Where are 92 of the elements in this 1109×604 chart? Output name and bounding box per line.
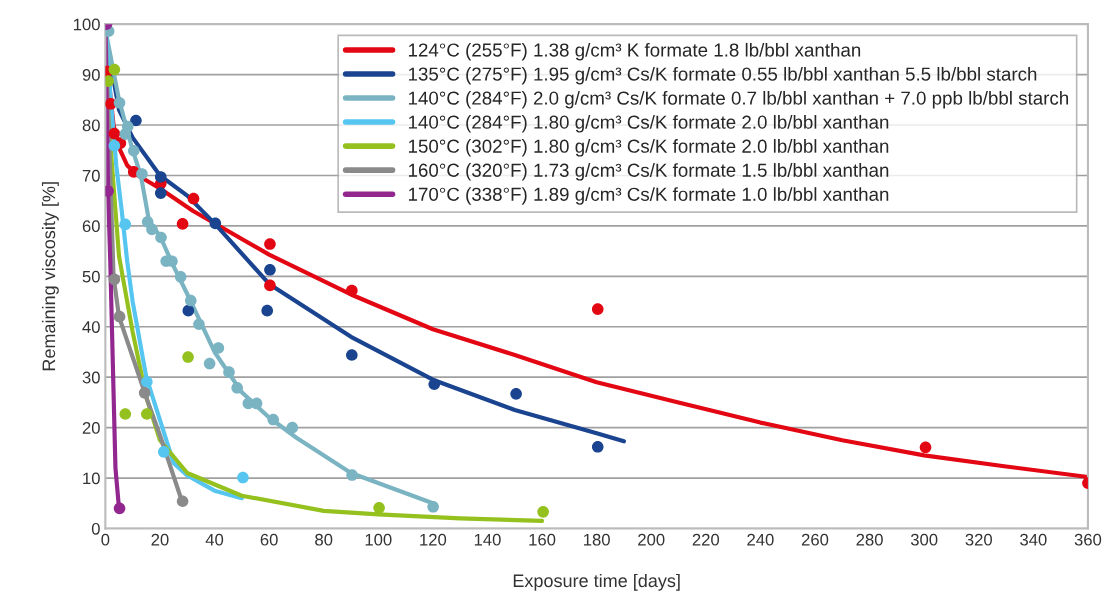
point xyxy=(113,502,126,515)
x-tick-label: 220 xyxy=(692,533,720,546)
legend-label: 150°C (302°F) 1.80 g/cm³ Cs/K formate 2.0 lb/bbl xanthan xyxy=(408,139,889,157)
point xyxy=(113,97,126,109)
legend-label: 135°C (275°F) 1.95 g/cm³ Cs/K formate 0.55 lb/bbl xanthan 5.5 lb/bbl starch xyxy=(408,66,1037,85)
x-tick-label: 0 xyxy=(101,533,110,546)
point xyxy=(174,271,187,283)
point xyxy=(346,349,358,361)
y-tick-label: 100 xyxy=(73,18,100,31)
legend-label: 160°C (320°F) 1.73 g/cm³ Cs/K formate 1.5 lb/bbl xanthan xyxy=(408,163,889,181)
x-tick-label: 20 xyxy=(151,533,169,546)
point xyxy=(237,471,249,484)
x-tick-label: 360 xyxy=(1074,533,1102,546)
point xyxy=(154,171,167,183)
point xyxy=(108,139,121,152)
y-tick-label: 70 xyxy=(82,169,100,182)
point xyxy=(184,294,197,307)
point xyxy=(146,223,158,236)
x-tick-label: 200 xyxy=(638,533,665,546)
x-tick-label: 240 xyxy=(747,533,774,546)
x-tick-label: 120 xyxy=(420,533,447,546)
x-tick-label: 280 xyxy=(856,533,883,546)
x-tick-label: 340 xyxy=(1020,533,1047,546)
x-tick-label: 180 xyxy=(584,533,610,546)
legend-label: 170°C (338°F) 1.89 g/cm³ Cs/K formate 1.0 lb/bbl xanthan xyxy=(408,187,889,205)
y-tick-label: 0 xyxy=(91,522,100,535)
point xyxy=(130,114,142,127)
point xyxy=(182,351,194,363)
point xyxy=(267,413,280,426)
x-tick-label: 60 xyxy=(260,533,278,546)
x-tick-label: 300 xyxy=(910,533,938,546)
y-tick-label: 30 xyxy=(82,371,100,384)
legend-label: 140°C (284°F) 2.0 g/cm³ Cs/K formate 0.7 lb/bbl xanthan + 7.0 ppb lb/bbl starch xyxy=(408,90,1069,109)
point xyxy=(182,304,195,317)
point xyxy=(231,381,243,394)
point xyxy=(119,218,132,231)
point xyxy=(193,318,205,331)
x-tick-label: 160 xyxy=(529,533,556,546)
point xyxy=(591,440,604,453)
point xyxy=(427,501,439,513)
x-tick-label: 140 xyxy=(474,533,501,546)
point xyxy=(919,441,932,454)
point xyxy=(154,187,167,199)
point xyxy=(261,304,274,317)
y-tick-label: 10 xyxy=(83,472,100,485)
y-tick-label: 60 xyxy=(82,220,100,233)
point xyxy=(286,421,299,434)
point xyxy=(157,446,170,458)
point xyxy=(264,279,276,292)
point xyxy=(346,469,358,481)
legend-label: 124°C (255°F) 1.38 g/cm³ K formate 1.8 lb/bbl xanthan xyxy=(408,42,861,61)
point xyxy=(108,273,121,286)
point xyxy=(187,192,200,205)
y-tick-label: 80 xyxy=(82,119,100,132)
point xyxy=(119,408,132,420)
point xyxy=(223,366,235,378)
point xyxy=(373,502,385,514)
point xyxy=(138,387,151,399)
point xyxy=(537,506,549,518)
point xyxy=(264,263,276,276)
point xyxy=(176,218,189,230)
y-axis-title: Remaining viscosity [%] xyxy=(41,182,59,371)
x-tick-label: 100 xyxy=(365,533,392,546)
point xyxy=(141,408,153,420)
x-axis-title: Exposure time [days] xyxy=(513,573,680,591)
point xyxy=(176,495,189,508)
x-tick-label: 40 xyxy=(205,533,224,546)
y-tick-label: 40 xyxy=(82,321,100,333)
point xyxy=(113,310,126,323)
point xyxy=(141,375,153,388)
point xyxy=(510,388,522,400)
y-tick-label: 50 xyxy=(82,270,100,283)
point xyxy=(105,185,114,197)
point xyxy=(108,63,121,76)
x-tick-label: 80 xyxy=(315,533,333,546)
point xyxy=(108,127,121,140)
point xyxy=(591,303,604,315)
point xyxy=(203,357,216,370)
x-tick-label: 320 xyxy=(965,533,993,546)
point xyxy=(136,168,148,180)
point xyxy=(346,284,358,297)
point xyxy=(127,144,140,157)
point xyxy=(428,378,441,391)
legend-label: 140°C (284°F) 1.80 g/cm³ Cs/K formate 2.0 lb/bbl xanthan xyxy=(408,115,889,133)
point xyxy=(212,342,225,354)
y-tick-label: 90 xyxy=(82,69,100,81)
x-tick-label: 260 xyxy=(801,533,829,546)
point xyxy=(264,238,276,250)
point xyxy=(209,217,222,230)
point xyxy=(155,231,167,244)
point xyxy=(119,128,132,140)
y-tick-label: 20 xyxy=(82,422,100,434)
